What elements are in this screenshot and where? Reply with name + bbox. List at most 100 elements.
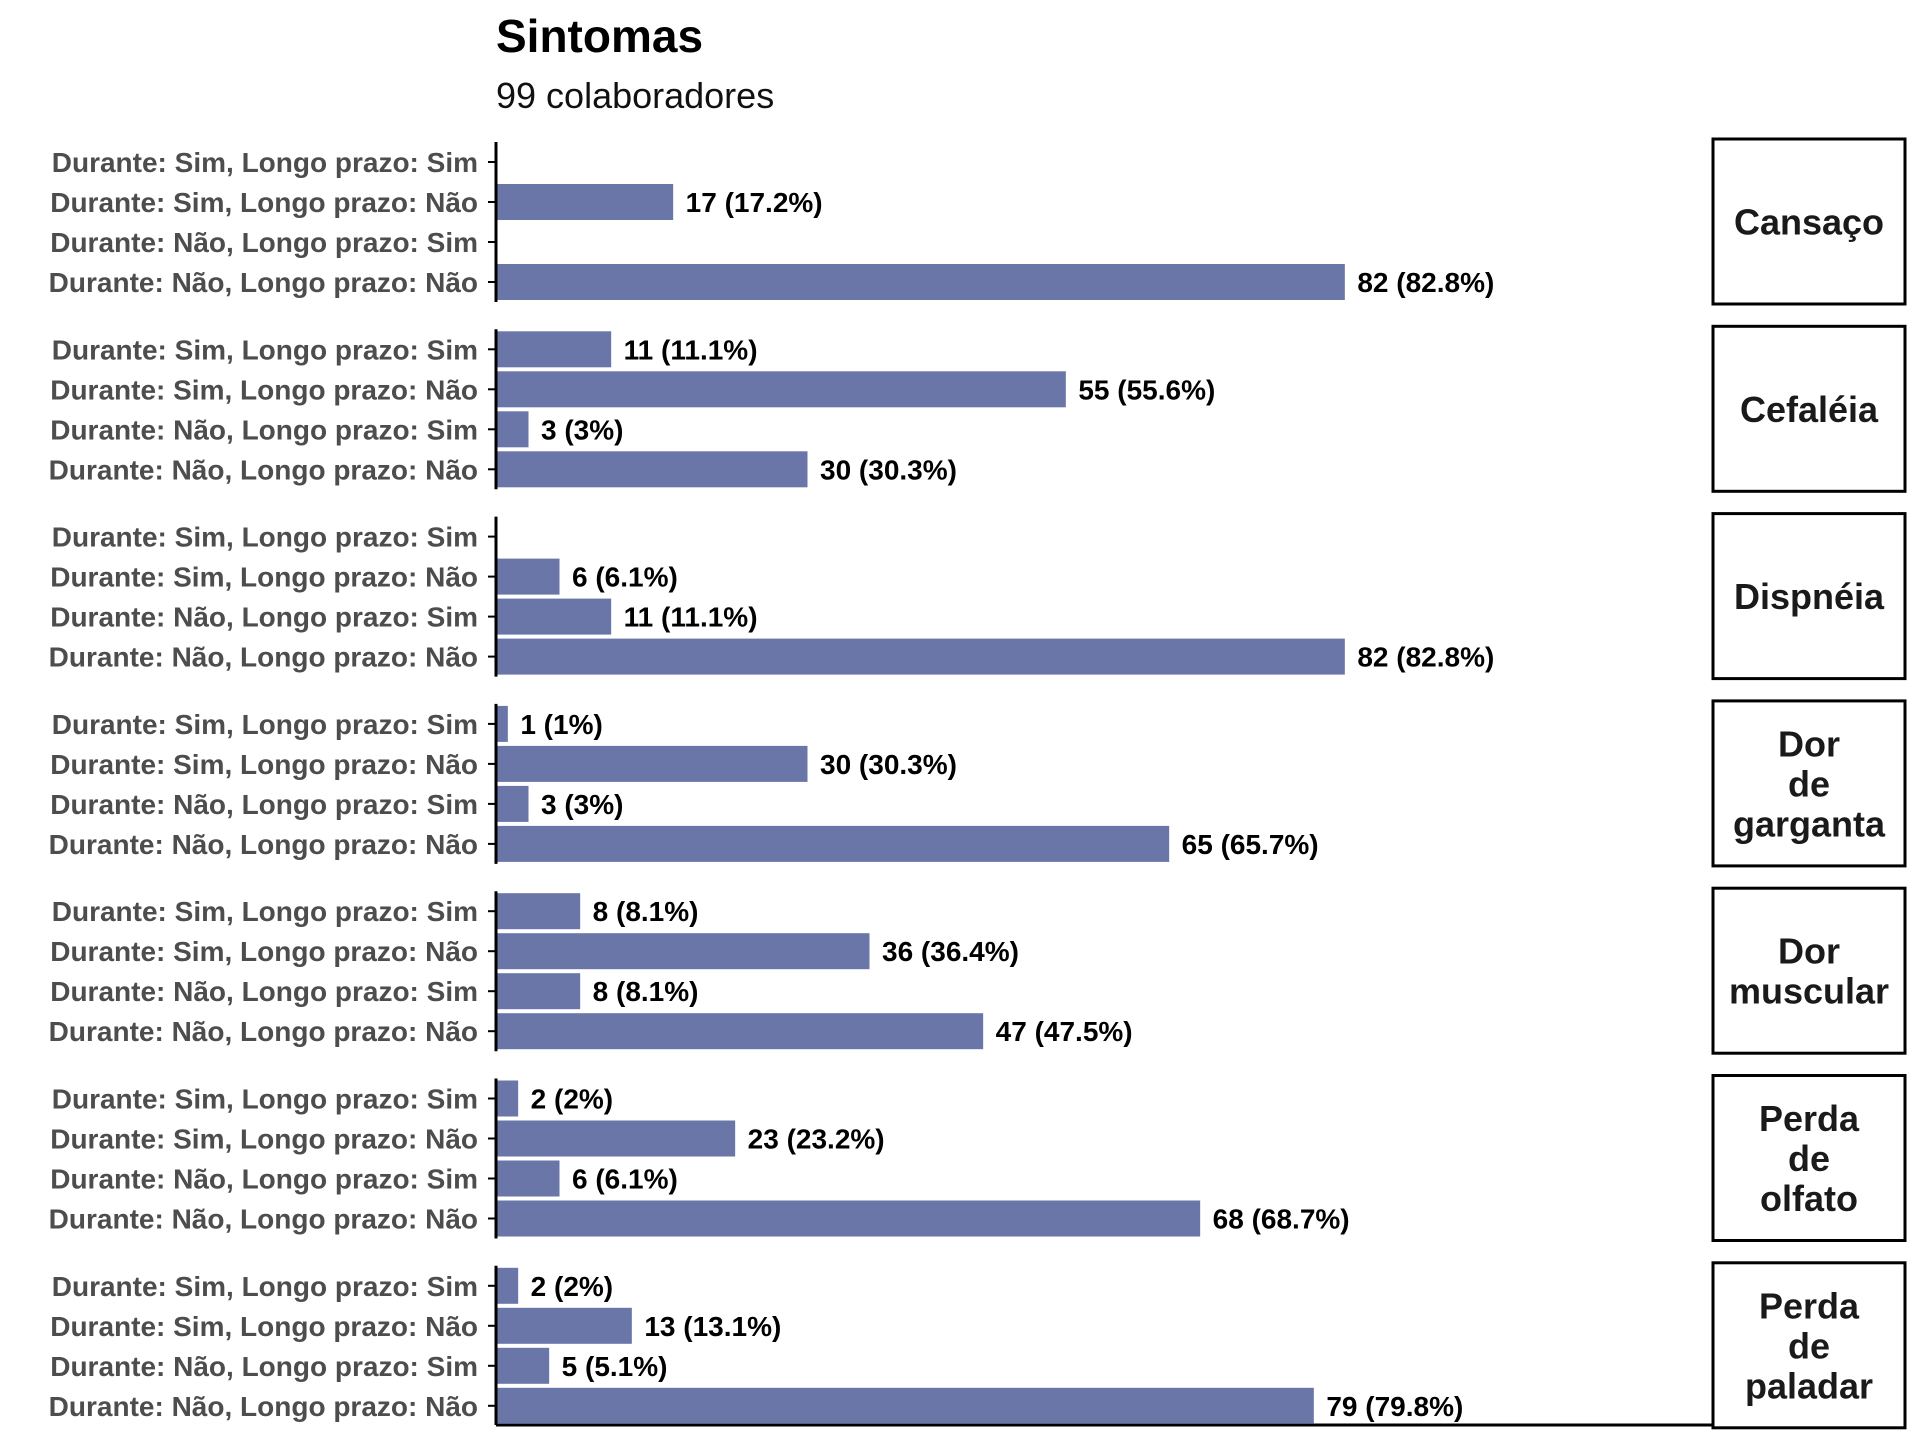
bar <box>497 785 529 822</box>
value-label: 47 (47.5%) <box>996 1016 1133 1047</box>
category-label: Durante: Sim, Longo prazo: Sim <box>52 147 478 178</box>
bar <box>497 893 581 930</box>
bar <box>497 1013 984 1050</box>
bar <box>497 1120 736 1157</box>
value-label: 13 (13.1%) <box>644 1311 781 1342</box>
bar <box>497 705 508 742</box>
bar <box>497 1080 519 1117</box>
category-label: Durante: Sim, Longo prazo: Não <box>50 187 478 218</box>
facet-label: de <box>1788 1325 1830 1366</box>
value-label: 17 (17.2%) <box>686 187 823 218</box>
category-label: Durante: Não, Longo prazo: Não <box>49 1204 478 1235</box>
category-label: Durante: Não, Longo prazo: Não <box>49 829 478 860</box>
value-label: 79 (79.8%) <box>1326 1391 1463 1422</box>
value-label: 2 (2%) <box>531 1084 613 1115</box>
category-label: Durante: Não, Longo prazo: Não <box>49 1016 478 1047</box>
bar <box>497 973 581 1010</box>
facet-label: de <box>1788 1138 1830 1179</box>
category-label: Durante: Sim, Longo prazo: Não <box>50 1311 478 1342</box>
value-label: 82 (82.8%) <box>1357 267 1494 298</box>
plot-area: Durante: Sim, Longo prazo: Sim Durante: S… <box>49 137 1907 1430</box>
value-label: 2 (2%) <box>531 1271 613 1302</box>
facet-label: Cefaléia <box>1740 389 1879 430</box>
bar <box>497 1347 550 1384</box>
facet-label: Perda <box>1759 1285 1860 1326</box>
facet-label: garganta <box>1733 803 1886 844</box>
category-label: Durante: Não, Longo prazo: Sim <box>50 1164 478 1195</box>
bar <box>497 825 1170 862</box>
value-label: 30 (30.3%) <box>820 749 957 780</box>
value-label: 30 (30.3%) <box>820 454 957 485</box>
category-label: Durante: Sim, Longo prazo: Sim <box>52 522 478 553</box>
facet-strip <box>1711 886 1907 1055</box>
category-label: Durante: Não, Longo prazo: Sim <box>50 602 478 633</box>
facet-label: Dor <box>1778 723 1840 764</box>
category-label: Durante: Sim, Longo prazo: Sim <box>52 1271 478 1302</box>
value-label: 1 (1%) <box>520 709 602 740</box>
value-label: 11 (11.1%) <box>624 602 758 633</box>
value-label: 68 (68.7%) <box>1213 1204 1350 1235</box>
value-label: 55 (55.6%) <box>1078 374 1215 405</box>
bar <box>497 1307 632 1344</box>
facet-label: Dor <box>1778 931 1840 972</box>
category-label: Durante: Não, Longo prazo: Sim <box>50 414 478 445</box>
category-label: Durante: Sim, Longo prazo: Não <box>50 562 478 593</box>
category-label: Durante: Não, Longo prazo: Sim <box>50 789 478 820</box>
category-label: Durante: Sim, Longo prazo: Sim <box>52 334 478 365</box>
category-label: Durante: Sim, Longo prazo: Não <box>50 936 478 967</box>
category-label: Durante: Não, Longo prazo: Não <box>49 642 478 673</box>
chart-title: Sintomas <box>496 10 703 62</box>
chart-subtitle: 99 colaboradores <box>496 75 774 116</box>
bar <box>497 1160 560 1197</box>
bar <box>497 598 612 635</box>
facet-label: de <box>1788 763 1830 804</box>
category-label: Durante: Não, Longo prazo: Sim <box>50 1351 478 1382</box>
bar <box>497 558 560 595</box>
category-label: Durante: Sim, Longo prazo: Sim <box>52 896 478 927</box>
category-label: Durante: Não, Longo prazo: Não <box>49 1391 478 1422</box>
value-label: 36 (36.4%) <box>882 936 1019 967</box>
category-label: Durante: Sim, Longo prazo: Não <box>50 749 478 780</box>
facet-strip <box>1711 512 1907 681</box>
facet-strip <box>1711 137 1907 306</box>
facet-strip <box>1711 1261 1907 1430</box>
value-label: 11 (11.1%) <box>624 334 758 365</box>
bar <box>497 1267 519 1304</box>
facet-strip <box>1711 324 1907 493</box>
value-label: 3 (3%) <box>541 789 623 820</box>
value-label: 8 (8.1%) <box>593 896 699 927</box>
bar <box>497 411 529 448</box>
bar <box>497 184 674 220</box>
bar <box>497 1200 1201 1237</box>
value-label: 5 (5.1%) <box>562 1351 668 1382</box>
category-label: Durante: Não, Longo prazo: Não <box>49 267 478 298</box>
bar <box>497 331 612 368</box>
value-label: 82 (82.8%) <box>1357 642 1494 673</box>
bar <box>497 451 808 488</box>
facet-label: paladar <box>1745 1365 1873 1406</box>
category-label: Durante: Sim, Longo prazo: Não <box>50 374 478 405</box>
facet-label: Perda <box>1759 1098 1860 1139</box>
bar <box>497 745 808 782</box>
category-label: Durante: Não, Longo prazo: Sim <box>50 976 478 1007</box>
facet-label: muscular <box>1729 971 1889 1012</box>
bar <box>497 638 1345 675</box>
bar <box>497 371 1066 408</box>
value-label: 23 (23.2%) <box>748 1124 885 1155</box>
category-label: Durante: Não, Longo prazo: Sim <box>50 227 478 258</box>
facet-label: Dispnéia <box>1734 576 1885 617</box>
bar <box>497 933 870 970</box>
value-label: 3 (3%) <box>541 414 623 445</box>
bar <box>497 1387 1314 1424</box>
value-label: 6 (6.1%) <box>572 562 678 593</box>
facet-label: olfato <box>1760 1178 1858 1219</box>
facet-strip <box>1711 1074 1907 1242</box>
bar <box>497 264 1345 300</box>
category-label: Durante: Não, Longo prazo: Não <box>49 454 478 485</box>
category-label: Durante: Sim, Longo prazo: Sim <box>52 709 478 740</box>
facet-strip <box>1711 699 1907 868</box>
value-label: 8 (8.1%) <box>593 976 699 1007</box>
value-label: 65 (65.7%) <box>1182 829 1319 860</box>
facet-label: Cansaço <box>1734 202 1884 243</box>
